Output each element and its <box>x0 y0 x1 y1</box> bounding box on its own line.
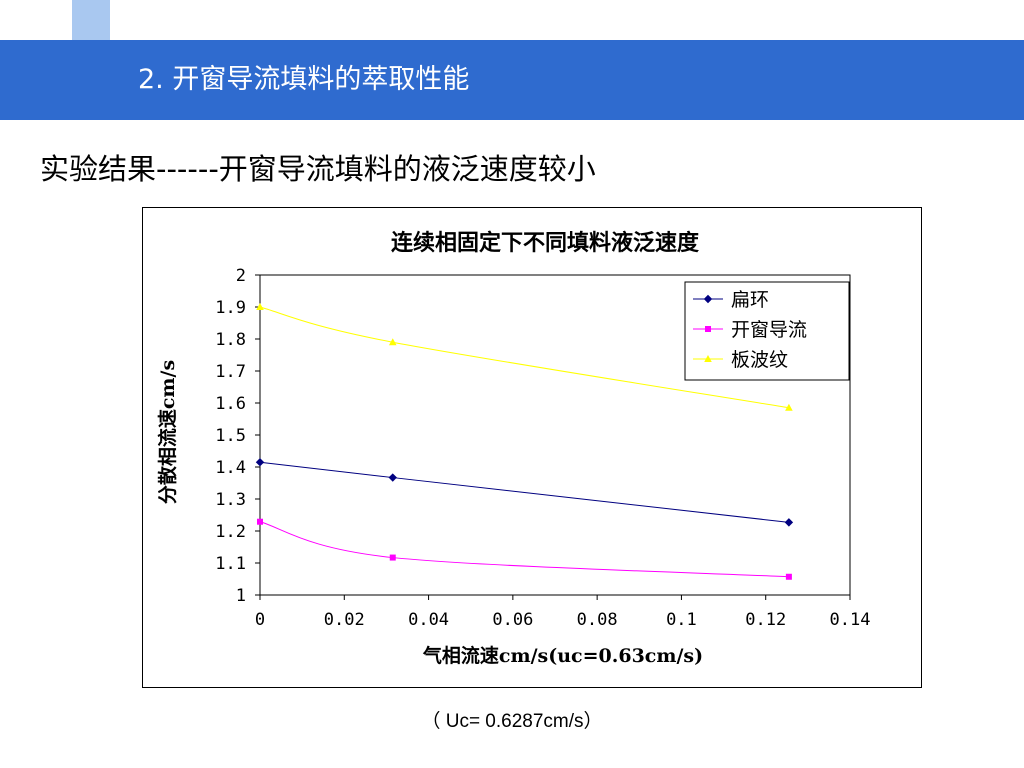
x-axis-label: 气相流速cm/s(uc=0.63cm/s) <box>422 644 703 667</box>
series-2-point <box>389 554 396 561</box>
x-tick-label: 0.12 <box>745 610 786 630</box>
series-3-point <box>256 303 264 310</box>
x-tick-label: 0 <box>255 610 265 630</box>
chart-caption: （ Uc= 0.6287cm/s） <box>421 711 603 732</box>
line-chart: 连续相固定下不同填料液泛速度 1 1.1 1.2 1.3 1.4 1.5 1.6 1.7 1.8 1… <box>156 230 871 667</box>
y-tick-label: 1.4 <box>215 458 246 478</box>
series-1-point <box>255 457 265 467</box>
x-tick-label: 0.08 <box>577 610 618 630</box>
chart-frame: 连续相固定下不同填料液泛速度 1 1.1 1.2 1.3 1.4 1.5 1.6 1.7 1.8 1… <box>142 207 922 688</box>
legend-label-3: 板波纹 <box>731 349 788 371</box>
y-tick-label: 1.5 <box>215 426 246 446</box>
legend-label-1: 扁环 <box>731 289 769 311</box>
series-2-point <box>785 573 792 580</box>
header-bar <box>0 40 1024 120</box>
x-tick-label: 0.04 <box>408 610 449 630</box>
legend-box <box>684 281 850 381</box>
series-line-2 <box>259 521 789 578</box>
series-3-point <box>388 338 397 346</box>
legend-marker-1 <box>703 294 713 304</box>
y-tick-label: 1.3 <box>215 490 246 510</box>
x-tick-label: 0.02 <box>324 610 365 630</box>
decor-square-1 <box>72 0 110 40</box>
x-tick-label: 0.06 <box>492 610 533 630</box>
series-2-point <box>257 518 263 525</box>
chart-title: 连续相固定下不同填料液泛速度 <box>391 230 700 256</box>
series-line-3 <box>259 306 789 409</box>
series-1-point <box>388 473 397 482</box>
slide-title: 2. 开窗导流填料的萃取性能 <box>138 64 470 95</box>
y-tick-label: 1.9 <box>215 298 246 318</box>
y-tick-label: 1.6 <box>215 394 246 414</box>
y-axis-label: 分散相流速cm/s <box>156 360 179 504</box>
x-tick-label: 0.14 <box>830 610 871 630</box>
legend-label-2: 开窗导流 <box>731 319 807 341</box>
legend-marker-3 <box>704 355 712 362</box>
y-tick-label: 2 <box>236 266 246 286</box>
y-tick-label: 1.8 <box>215 330 246 350</box>
legend-marker-2 <box>705 326 711 332</box>
y-tick-label: 1 <box>236 586 246 606</box>
series-1-point <box>784 518 794 527</box>
y-tick-label: 1.1 <box>215 554 246 574</box>
y-tick-label: 1.2 <box>215 522 246 542</box>
slide-subtitle: 实验结果------开窗导流填料的液泛速度较小 <box>40 152 596 186</box>
series-3-point <box>785 403 793 411</box>
x-tick-label: 0.1 <box>666 610 697 630</box>
series-line-1 <box>259 461 789 523</box>
y-tick-label: 1.7 <box>215 362 246 382</box>
